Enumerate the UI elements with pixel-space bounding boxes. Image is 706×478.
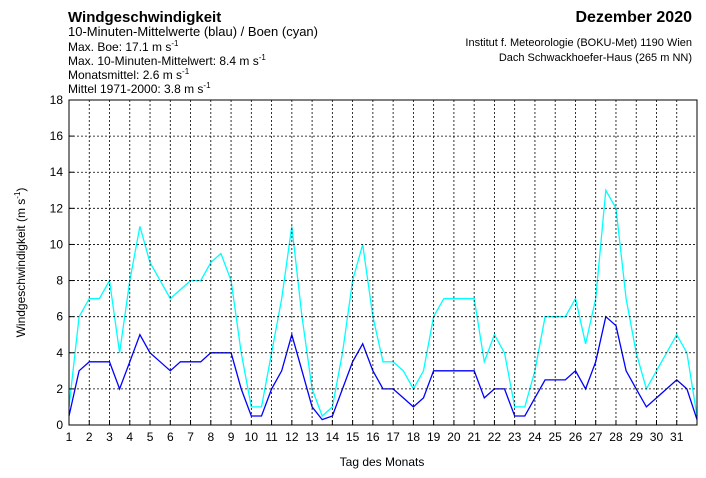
x-tick-label: 27 xyxy=(589,430,603,444)
location: Dach Schwackhoefer-Haus (265 m NN) xyxy=(499,52,692,64)
x-tick-label: 30 xyxy=(650,430,664,444)
x-tick-label: 18 xyxy=(407,430,421,444)
y-label-end: ) xyxy=(14,188,28,192)
y-tick-label: 6 xyxy=(56,310,63,324)
x-tick-label: 9 xyxy=(228,430,235,444)
series-line xyxy=(68,188,698,418)
stat-line: Max. Boe: 17.1 m s-1 xyxy=(68,39,179,54)
x-tick-label: 15 xyxy=(346,430,360,444)
stat-line: Monatsmittel: 2.6 m s-1 xyxy=(68,67,190,82)
x-tick-label: 22 xyxy=(488,430,502,444)
stat-sup: -1 xyxy=(259,53,267,62)
x-tick-label: 6 xyxy=(167,430,174,444)
y-label-text: Windgeschwindigkeit (m s xyxy=(14,199,28,338)
y-tick-label: 18 xyxy=(50,93,64,107)
stat-text: Mittel 1971-2000: 3.8 m s xyxy=(68,82,203,96)
y-tick-label: 16 xyxy=(50,129,64,143)
period: Dezember 2020 xyxy=(575,9,692,26)
x-tick-label: 16 xyxy=(366,430,380,444)
subtitle: 10-Minuten-Mittelwerte (blau) / Boen (cy… xyxy=(68,24,318,39)
stat-text: Max. 10-Minuten-Mittelwert: 8.4 m s xyxy=(68,54,259,68)
x-tick-label: 12 xyxy=(285,430,299,444)
institute: Institut f. Meteorologie (BOKU-Met) 1190… xyxy=(465,37,692,49)
stat-line: Max. 10-Minuten-Mittelwert: 8.4 m s-1 xyxy=(68,53,266,68)
x-tick-label: 26 xyxy=(569,430,583,444)
stat-sup: -1 xyxy=(171,39,179,48)
x-tick-label: 5 xyxy=(147,430,154,444)
y-label-sup: -1 xyxy=(13,191,22,199)
x-tick-label: 7 xyxy=(187,430,194,444)
series-line xyxy=(68,315,698,421)
stat-line: Mittel 1971-2000: 3.8 m s-1 xyxy=(68,81,211,96)
x-tick-label: 2 xyxy=(86,430,93,444)
x-tick-label: 4 xyxy=(126,430,133,444)
x-tick-label: 24 xyxy=(528,430,542,444)
x-tick-label: 13 xyxy=(305,430,319,444)
y-tick-label: 2 xyxy=(56,382,63,396)
x-tick-label: 17 xyxy=(386,430,400,444)
y-tick-label: 14 xyxy=(50,165,64,179)
x-tick-label: 31 xyxy=(670,430,684,444)
stat-text: Monatsmittel: 2.6 m s xyxy=(68,68,182,82)
x-tick-label: 3 xyxy=(106,430,113,444)
plot-frame xyxy=(68,99,698,426)
x-tick-label: 23 xyxy=(508,430,522,444)
x-tick-label: 25 xyxy=(549,430,563,444)
y-tick-label: 12 xyxy=(50,201,64,215)
x-tick-label: 19 xyxy=(427,430,441,444)
x-tick-label: 20 xyxy=(447,430,461,444)
y-tick-label: 8 xyxy=(56,274,63,288)
stat-text: Max. Boe: 17.1 m s xyxy=(68,40,171,54)
chart-title: Windgeschwindigkeit xyxy=(68,9,221,26)
y-tick-label: 0 xyxy=(56,418,63,432)
stat-sup: -1 xyxy=(203,81,211,90)
x-tick-label: 29 xyxy=(630,430,644,444)
y-tick-label: 4 xyxy=(56,346,63,360)
x-tick-label: 11 xyxy=(265,430,278,444)
y-axis-label: Windgeschwindigkeit (m s-1) xyxy=(13,188,28,338)
x-tick-label: 8 xyxy=(207,430,214,444)
stat-sup: -1 xyxy=(182,67,190,76)
x-tick-label: 10 xyxy=(245,430,259,444)
x-tick-label: 1 xyxy=(66,430,73,444)
x-tick-label: 14 xyxy=(326,430,340,444)
x-tick-label: 28 xyxy=(609,430,623,444)
y-tick-label: 10 xyxy=(50,237,64,251)
x-axis-label: Tag des Monats xyxy=(340,455,425,469)
x-tick-label: 21 xyxy=(467,430,481,444)
